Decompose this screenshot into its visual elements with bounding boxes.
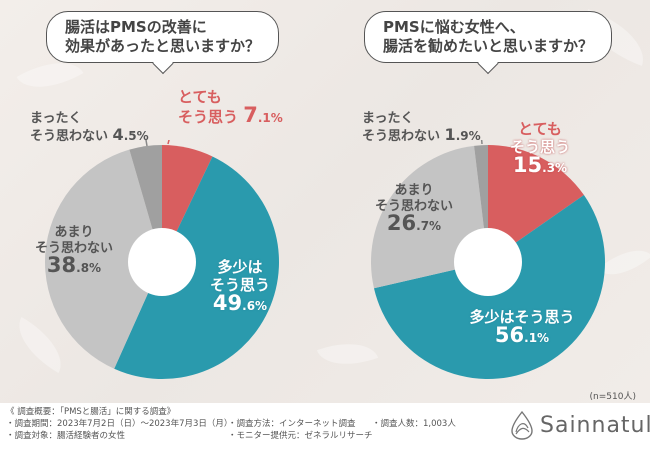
- right-donut-chart: [371, 140, 605, 379]
- right-question-line2: 腸活を勧めたいと思いますか？: [383, 37, 594, 55]
- drop-leaf-icon: [511, 410, 533, 440]
- left-label-notmuch: あまり そう思わない 38.8%: [26, 225, 122, 277]
- left-notatall-num: 4: [112, 125, 124, 144]
- right-very-dec: .3%: [542, 161, 568, 175]
- right-notmuch-line2: そう思わない: [374, 199, 453, 214]
- right-label-notmuch: あまり そう思わない 26.7%: [366, 183, 462, 235]
- brand-logo: Sainnatul: [510, 410, 650, 440]
- left-very-dec: .1%: [257, 111, 283, 125]
- left-label-very: とても そう思う 7.1%: [178, 88, 283, 127]
- left-notmuch-num: 38: [46, 253, 77, 277]
- right-notatall-num: 1: [444, 125, 456, 144]
- left-very-num: 7: [243, 103, 258, 127]
- left-some-num: 49: [212, 291, 243, 315]
- pie-slice: [488, 145, 584, 262]
- footer-provider: ・モニター提供元：ゼネラルリサーチ: [228, 431, 373, 441]
- left-notatall-dec: .5%: [123, 129, 149, 143]
- left-notmuch-line2: そう思わない: [34, 241, 113, 256]
- left-some-line1: 多少は: [217, 258, 263, 276]
- footer-method: ・調査方法：インターネット調査: [228, 419, 356, 429]
- right-notatall-dec: .9%: [455, 129, 481, 143]
- sample-size-note: (n=510人): [589, 392, 636, 402]
- right-label-some: 多少はそう思う 56.1%: [462, 308, 582, 347]
- left-label-notatall: まったく そう思わない 4.5%: [30, 111, 149, 145]
- left-notmuch-line1: あまり: [54, 225, 94, 240]
- footer: [0, 403, 650, 450]
- brand-name: Sainnatul: [540, 412, 650, 438]
- left-notatall-line1: まったく: [30, 111, 82, 126]
- right-very-line2: そう思う: [509, 138, 570, 156]
- pie-slice: [114, 156, 279, 379]
- left-notatall-line2: そう思わない: [30, 129, 109, 144]
- right-question-line1: PMSに悩む女性へ、: [383, 18, 525, 36]
- right-label-notatall: まったく そう思わない 1.9%: [362, 111, 481, 145]
- left-donut-chart: [44, 140, 279, 379]
- right-notatall-line1: まったく: [362, 111, 414, 126]
- left-some-dec: .6%: [242, 299, 268, 313]
- left-very-line1: とても: [178, 88, 222, 106]
- footer-count: ・調査人数：1,003人: [372, 419, 456, 429]
- right-some-num: 56: [494, 323, 525, 347]
- footer-period: ・調査期間：2023年7月2日（日）～2023年7月3日（月）: [6, 419, 233, 429]
- right-notmuch-line1: あまり: [394, 183, 434, 198]
- right-very-num: 15: [512, 153, 543, 177]
- left-question-line1: 腸活はPMSの改善に: [65, 18, 207, 36]
- pie-slice: [44, 149, 162, 369]
- left-notmuch-dec: .8%: [76, 261, 102, 275]
- right-notmuch-num: 26: [386, 211, 417, 235]
- left-question-bubble: 腸活はPMSの改善に 効果があったと思いますか？: [46, 11, 280, 63]
- right-notmuch-dec: .7%: [416, 219, 442, 233]
- right-question-bubble: PMSに悩む女性へ、 腸活を勧めたいと思いますか？: [364, 11, 613, 63]
- footer-target: ・調査対象：腸活経験者の女性: [6, 431, 126, 441]
- left-question-line2: 効果があったと思いますか？: [65, 37, 261, 55]
- footer-summary: 《 調査概要：「PMSと腸活」に関する調査》: [6, 407, 176, 417]
- right-some-dec: .1%: [524, 331, 550, 345]
- right-label-very: とても そう思う 15.3%: [500, 120, 580, 177]
- left-label-some: 多少は そう思う 49.6%: [205, 258, 275, 315]
- left-some-line2: そう思う: [209, 276, 270, 294]
- right-some-line1: 多少はそう思う: [469, 308, 575, 326]
- right-very-line1: とても: [518, 120, 562, 138]
- left-very-line2: そう思う: [178, 108, 239, 126]
- right-notatall-line2: そう思わない: [362, 129, 441, 144]
